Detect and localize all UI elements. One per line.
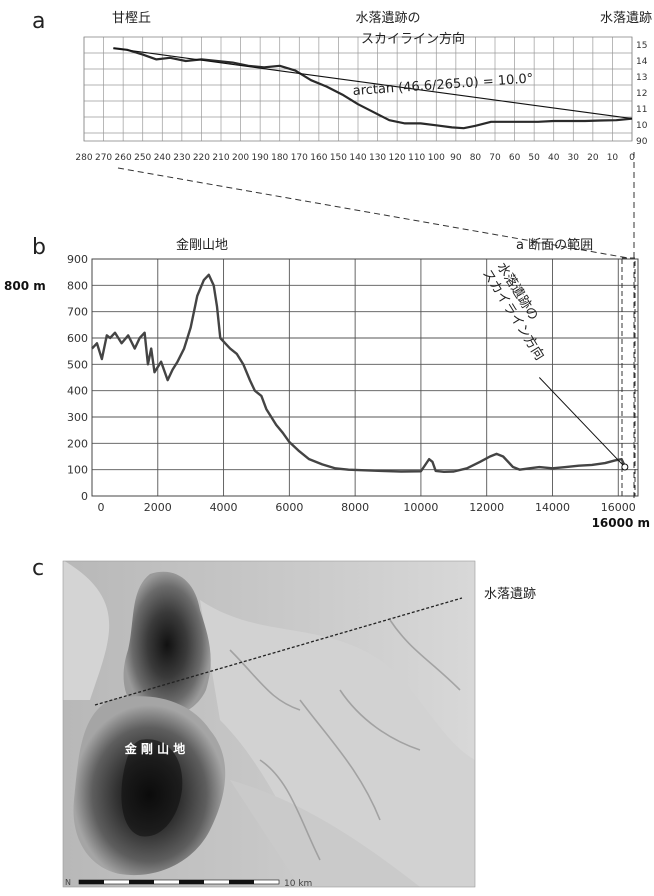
panel-a-y-ticks: 90 10 11 12 13 14 15: [636, 41, 648, 147]
panel-b-skyline-line: [538, 377, 626, 468]
panel-b-y-tick-label: 700: [67, 306, 88, 319]
panel-a-x-tick-label: 90: [450, 153, 462, 163]
panel-a-x-tick-label: 50: [528, 153, 540, 163]
panel-a-x-tick-label: 240: [154, 153, 171, 163]
panel-b-frame: [91, 258, 639, 497]
panel-a-x-tick-label: 110: [408, 153, 425, 163]
terrain-map: [63, 561, 475, 887]
panel-a-x-tick-label: 170: [291, 153, 308, 163]
panel-b-y-tick-label: 800: [67, 279, 88, 292]
scale-bar: [78, 879, 280, 885]
panel-a-x-tick-label: 80: [470, 153, 482, 163]
panel-a-x-tick-label: 10: [607, 153, 619, 163]
panel-a-x-tick-label: 120: [389, 153, 406, 163]
panel-a-x-tick-label: 280: [75, 153, 92, 163]
panel-a-x-tick-label: 60: [509, 153, 521, 163]
terrain-map-frame: [62, 560, 476, 888]
panel-a-x-tick-label: 100: [428, 153, 445, 163]
panel-b-x-tick-label: 6000: [275, 501, 303, 514]
panel-a-x-tick-label: 250: [134, 153, 151, 163]
panel-a-x-tick-label: 40: [548, 153, 560, 163]
panel-a-x-tick-label: 30: [568, 153, 580, 163]
panel-b-section-label: a 断面の範囲: [516, 238, 593, 253]
panel-a-x-tick-label: 150: [330, 153, 347, 163]
panel-b-x-ticks: 0 2000 4000 6000 8000 10000 12000 14000 16000: [98, 501, 636, 514]
panel-b-site-marker: [621, 463, 629, 471]
panel-a-y-tick-label: 13: [636, 73, 647, 83]
panel-a-y-tick-label: 10: [636, 121, 648, 131]
panel-a-x-tick-label: 270: [95, 153, 112, 163]
connector-left: [117, 167, 629, 259]
panel-b-x-tick-label: 10000: [403, 501, 438, 514]
panel-a-x-tick-label: 260: [115, 153, 132, 163]
panel-a-y-tick-label: 12: [636, 89, 647, 99]
panel-a-letter: a: [32, 9, 45, 34]
panel-a-x-tick-label: 70: [489, 153, 501, 163]
panel-b-y-ticks: 0 100 200 300 400 500 600 700 800 900: [67, 253, 88, 503]
panel-a-skyline-line1: 水落遺跡の: [355, 10, 420, 26]
panel-b-mountain-label: 金剛山地: [176, 237, 228, 253]
map-mountain-label: 金 剛 山 地: [124, 741, 186, 756]
panel-a-skyline-line2: スカイライン方向: [361, 31, 465, 47]
panel-b-x-tick-label: 16000: [601, 501, 636, 514]
map-skyline-line: [94, 597, 463, 706]
panel-b-y-tick-label: 0: [81, 490, 88, 503]
panel-b-series: [91, 273, 629, 473]
panel-b-y-tick-label: 100: [67, 464, 88, 477]
panel-b-x-tick-label: 12000: [469, 501, 504, 514]
panel-a-x-tick-label: 180: [271, 153, 288, 163]
panel-b-x-tick-label: 2000: [144, 501, 172, 514]
panel-b-grid: [92, 259, 638, 496]
map-scale-label: 10 km: [284, 879, 312, 889]
panel-a-left-label: 甘樫丘: [112, 11, 151, 26]
panel-b-y-tick-label: 200: [67, 437, 88, 450]
section-range-box: [621, 257, 636, 497]
panel-a-right-label: 水落遺跡: [600, 10, 652, 26]
map-north-label: N: [65, 878, 71, 887]
panel-a-frame: [83, 36, 633, 142]
panel-a-x-tick-label: 190: [252, 153, 269, 163]
panel-a-x-tick-label: 220: [193, 153, 210, 163]
panel-b-profile-line: [91, 273, 628, 473]
panel-a-x-tick-label: 210: [212, 153, 229, 163]
panel-a-x-tick-label: 160: [310, 153, 327, 163]
panel-b-ylabel-left: 800 m: [4, 279, 46, 293]
panel-b-y-tick-label: 500: [67, 358, 88, 371]
panel-b-x-tick-label: 0: [98, 501, 105, 514]
panel-a-grid: [83, 37, 633, 141]
panel-a-skyline-line: [113, 47, 633, 120]
panel-a-x-ticks: 280 270 260 250 240 230 220 210 200 190 180 170 160 1…: [75, 153, 635, 163]
panel-a-x-tick-label: 200: [232, 153, 249, 163]
panel-a-x-tick-label: 140: [349, 153, 366, 163]
panel-a-x-tick-label: 20: [587, 153, 599, 163]
panel-b-x-tick-label: 4000: [210, 501, 238, 514]
panel-b-letter: b: [32, 235, 46, 260]
panel-a-formula: arctan (46.6/265.0) = 10.0°: [352, 71, 534, 99]
panel-a-series: [113, 47, 633, 130]
map-site-label: 水落遺跡: [484, 586, 536, 602]
panel-b-x-tick-label: 14000: [535, 501, 570, 514]
panel-a-y-tick-label: 11: [636, 105, 647, 115]
panel-c-letter: c: [32, 556, 44, 581]
panel-a-y-tick-label: 90: [636, 137, 648, 147]
panel-b-y-tick-label: 600: [67, 332, 88, 345]
panel-a-x-tick-label: 130: [369, 153, 386, 163]
panel-b-xlabel-right: 16000 m: [592, 516, 650, 530]
panel-b-y-tick-label: 300: [67, 411, 88, 424]
panel-b-y-tick-label: 900: [67, 253, 88, 266]
panel-b-y-tick-label: 400: [67, 385, 88, 398]
panel-a-y-tick-label: 15: [636, 41, 647, 51]
panel-a-x-tick-label: 230: [173, 153, 190, 163]
panel-a-x-tick-label: 0: [629, 153, 635, 163]
panel-b-x-tick-label: 8000: [341, 501, 369, 514]
panel-a-y-tick-label: 14: [636, 57, 648, 67]
